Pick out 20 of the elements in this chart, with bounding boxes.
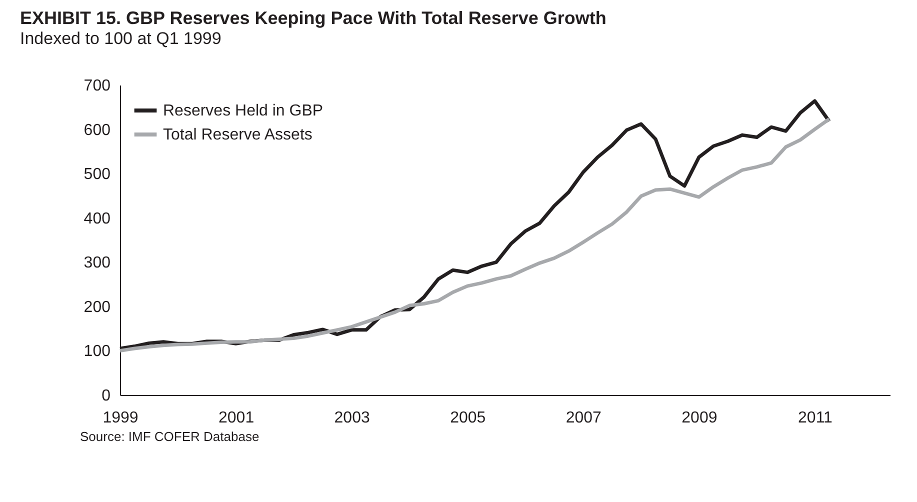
x-tick-label: 1999 [102,410,138,426]
y-tick-label: 600 [84,122,111,139]
y-tick-label: 700 [84,78,111,94]
y-tick-label: 200 [84,298,111,316]
y-tick-label: 0 [102,388,111,404]
chart-subtitle: Indexed to 100 at Q1 1999 [20,29,222,48]
chart-title: EXHIBIT 15. GBP Reserves Keeping Pace With Total Reserve Growth [20,8,606,28]
y-tick-label: 500 [84,166,111,184]
x-tick-label: 2001 [218,410,254,426]
legend-label: Reserves Held in GBP [163,102,324,120]
source-note: Source: IMF COFER Database [80,429,260,444]
x-tick-label: 2007 [566,410,602,426]
x-tick-label: 2003 [334,410,370,426]
y-tick-label: 100 [84,343,111,360]
y-tick-label: 400 [84,210,111,228]
x-tick-label: 2009 [682,410,718,426]
y-tick-label: 300 [84,254,111,272]
legend-label: Total Reserve Assets [163,126,312,144]
x-tick-label: 2005 [450,410,486,426]
x-tick-label: 2011 [798,410,833,426]
